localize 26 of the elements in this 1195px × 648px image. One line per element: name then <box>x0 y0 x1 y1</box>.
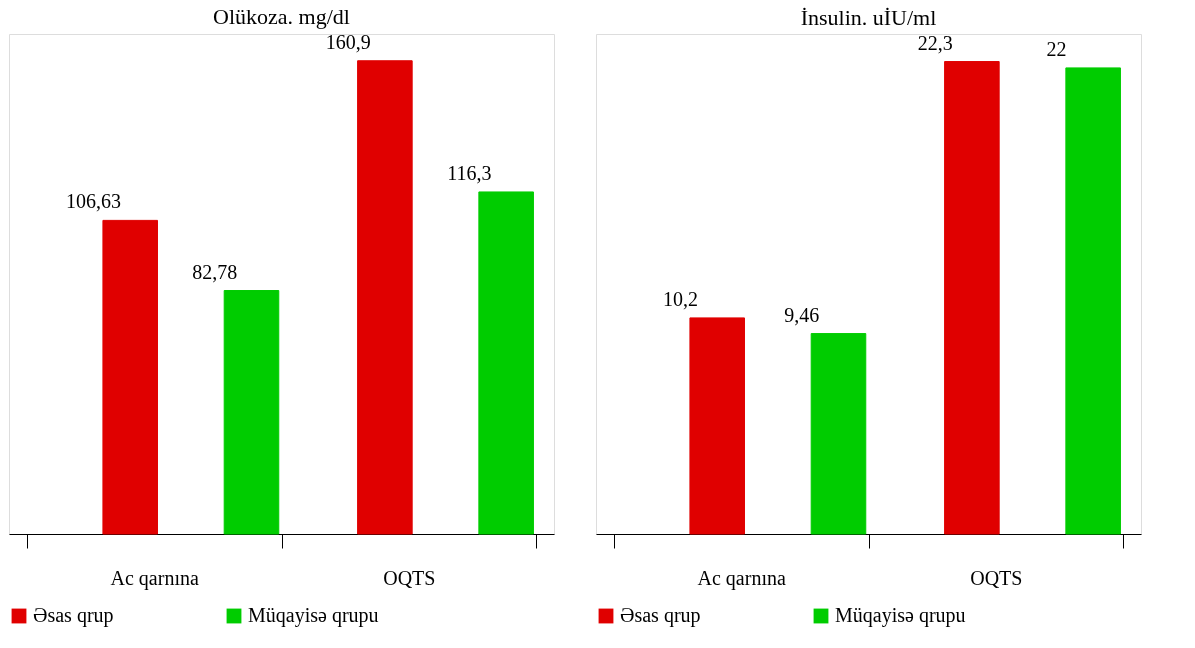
chart-title: Olükoza. mg/dl <box>213 3 350 29</box>
bar <box>689 317 745 535</box>
legend-label: Əsas qrup <box>33 604 114 627</box>
chart-title: İnsulin. uİU/ml <box>800 4 937 30</box>
bar <box>357 60 413 535</box>
bar <box>810 333 867 535</box>
data-label: 22,3 <box>917 31 953 54</box>
x-tick-label: OQTS <box>383 566 436 589</box>
data-label: 10,2 <box>663 287 699 310</box>
legend-label: Əsas qrup <box>620 604 701 627</box>
data-label: 106,63 <box>66 190 122 213</box>
x-tick-label: Ac qarnına <box>110 566 199 590</box>
bar <box>102 219 158 535</box>
x-tick-label: OQTS <box>970 566 1023 589</box>
data-label: 160,9 <box>325 30 371 53</box>
bar <box>944 61 1000 535</box>
legend-label: Müqayisə qrupu <box>248 604 379 627</box>
data-label: 22 <box>1046 37 1067 60</box>
legend-label: Müqayisə qrupu <box>835 604 966 627</box>
bar <box>1065 67 1121 535</box>
bar <box>478 191 534 535</box>
data-label: 9,46 <box>784 303 820 326</box>
data-label: 116,3 <box>447 161 492 184</box>
bar <box>223 290 280 535</box>
data-label: 82,78 <box>192 260 238 283</box>
x-tick-label: Ac qarnına <box>697 566 786 590</box>
